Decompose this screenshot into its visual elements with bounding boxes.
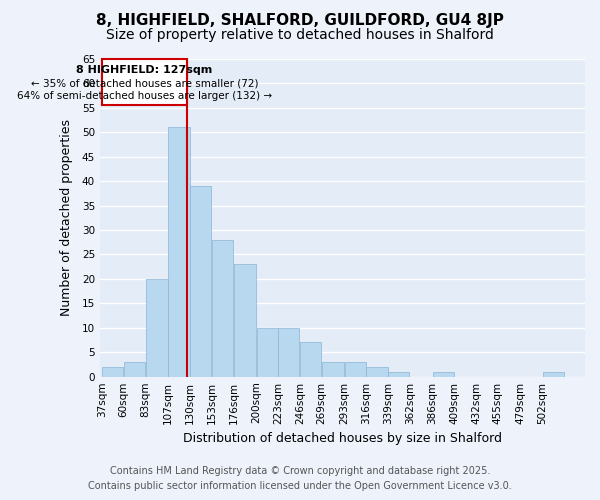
Bar: [124, 362, 145, 376]
Bar: [169, 128, 190, 376]
Text: Contains HM Land Registry data © Crown copyright and database right 2025.
Contai: Contains HM Land Registry data © Crown c…: [88, 466, 512, 491]
Bar: [234, 264, 256, 376]
Bar: [278, 328, 299, 376]
Bar: [367, 367, 388, 376]
Bar: [257, 328, 278, 376]
Bar: [388, 372, 409, 376]
Bar: [212, 240, 233, 376]
Bar: [322, 362, 344, 376]
Bar: [542, 372, 564, 376]
Text: 64% of semi-detached houses are larger (132) →: 64% of semi-detached houses are larger (…: [17, 92, 272, 102]
Bar: [190, 186, 211, 376]
Bar: [146, 279, 168, 376]
X-axis label: Distribution of detached houses by size in Shalford: Distribution of detached houses by size …: [183, 432, 502, 445]
Text: Size of property relative to detached houses in Shalford: Size of property relative to detached ho…: [106, 28, 494, 42]
Y-axis label: Number of detached properties: Number of detached properties: [61, 120, 73, 316]
Bar: [433, 372, 454, 376]
Text: 8 HIGHFIELD: 127sqm: 8 HIGHFIELD: 127sqm: [76, 65, 212, 75]
Bar: [344, 362, 366, 376]
Bar: [102, 59, 187, 106]
Text: ← 35% of detached houses are smaller (72): ← 35% of detached houses are smaller (72…: [31, 78, 258, 88]
Bar: [300, 342, 321, 376]
Bar: [102, 367, 123, 376]
Text: 8, HIGHFIELD, SHALFORD, GUILDFORD, GU4 8JP: 8, HIGHFIELD, SHALFORD, GUILDFORD, GU4 8…: [96, 12, 504, 28]
